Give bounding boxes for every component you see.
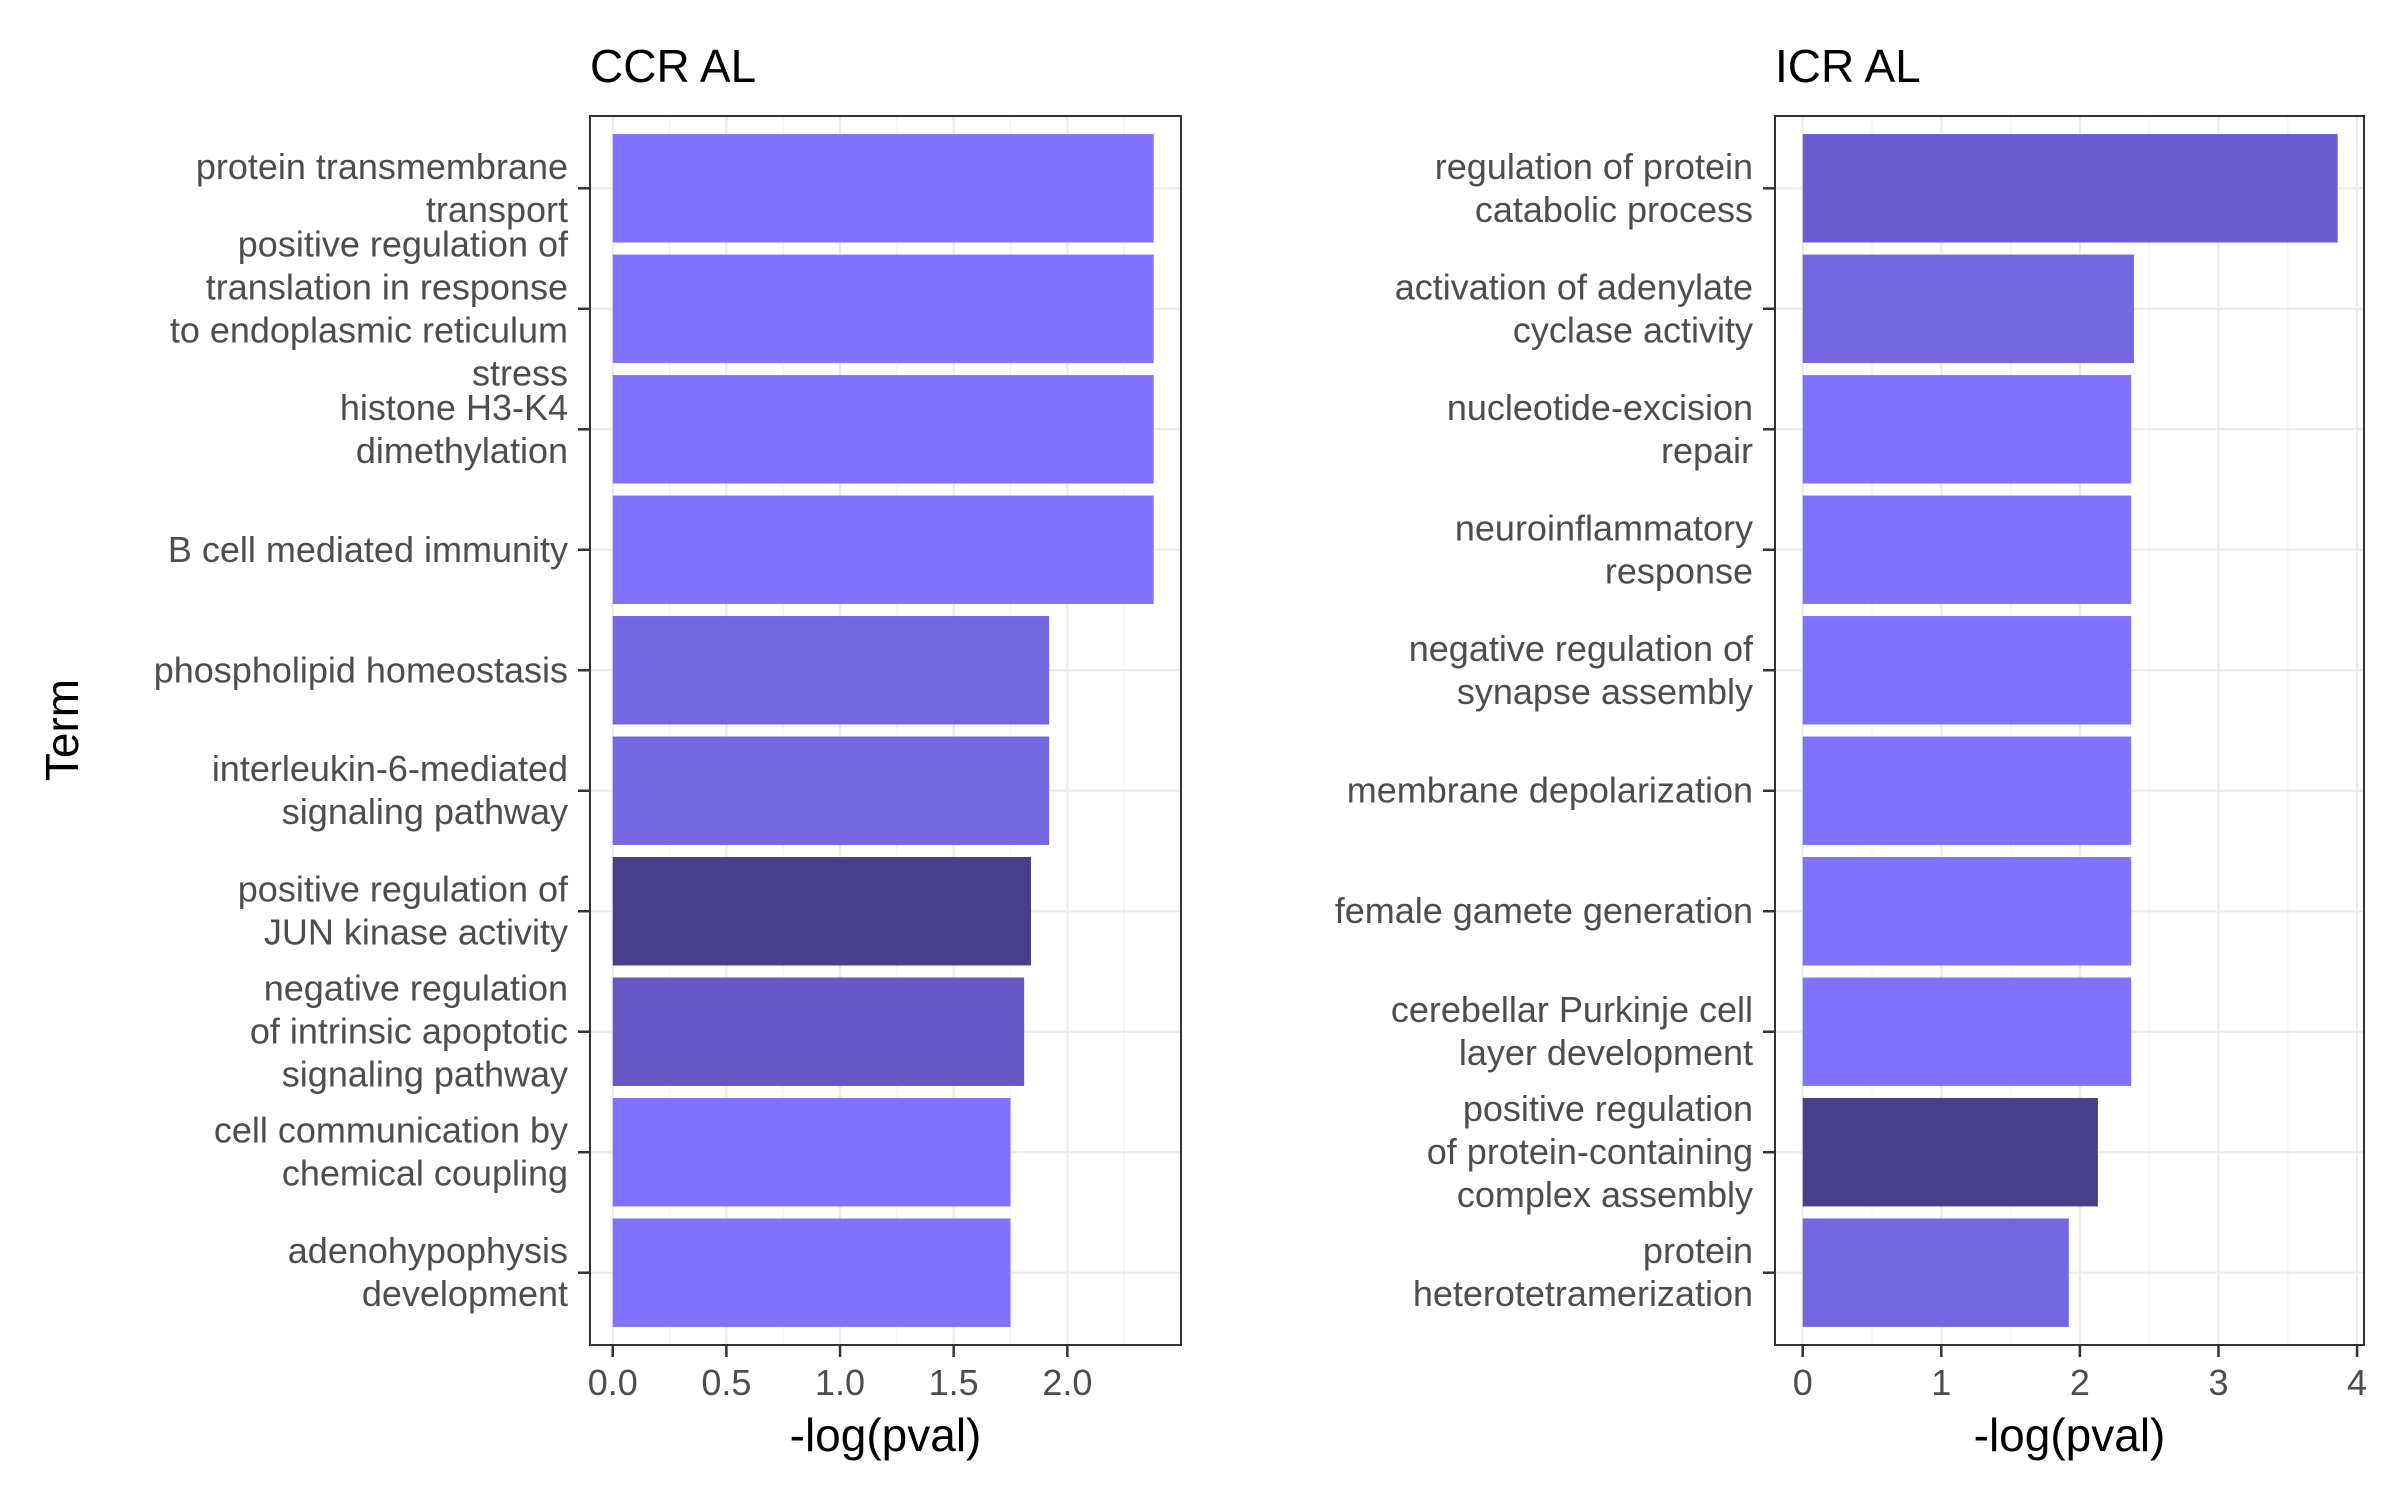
panel-2-x-tick-label: 2 (2070, 1362, 2090, 1403)
panel-2-term-label-line: cyclase activity (1513, 309, 1753, 350)
panel-1-term-label-line: positive regulation of (238, 223, 569, 264)
panel-2-bar (1802, 1218, 2069, 1327)
panel-1-bar (612, 495, 1154, 604)
panel-2-bar (1802, 857, 2132, 966)
panel-1-x-tick-label: 0.0 (588, 1362, 638, 1403)
panel-2-bar (1802, 977, 2132, 1086)
panel-1-bar (612, 616, 1050, 725)
panel-2-term-label-line: repair (1661, 430, 1753, 471)
panel-2-term-label-line: of protein-containing (1427, 1131, 1753, 1172)
panel-2-term-label-line: heterotetramerization (1413, 1273, 1753, 1314)
panel-2-term-label-line: complex assembly (1457, 1174, 1753, 1215)
panel-1-term-label-line: chemical coupling (282, 1153, 568, 1194)
panel-1-bar (612, 857, 1031, 966)
panel-2-term-label: nucleotide-excision repair (1447, 387, 1753, 471)
panel-2-term-label-line: positive regulation (1463, 1088, 1753, 1129)
panel-1-term-label-line: of intrinsic apoptotic (250, 1011, 568, 1052)
panel-1-title: CCR AL (590, 40, 756, 92)
panel-1-x-tick-label: 0.5 (701, 1362, 751, 1403)
panel-2-term-label: positive regulation of protein-containing… (1427, 1088, 1753, 1215)
panel-2-bar (1802, 1097, 2098, 1207)
panel-2-border (1774, 115, 2365, 1346)
panel-2-bar (1802, 134, 2338, 243)
panel-2-term-label: negative regulation of synapse assembly (1409, 628, 1754, 712)
panel-2-term-label-line: activation of adenylate (1395, 266, 1753, 307)
panel-1-x-tick-label: 2.0 (1042, 1362, 1092, 1403)
panel-2-term-label: neuroinflammatory response (1455, 507, 1753, 591)
panel-1-term-label: histone H3-K4 dimethylation (340, 387, 568, 471)
panel-1-x-tick-label: 1.5 (929, 1362, 979, 1403)
panel-1-bar (612, 1218, 1011, 1327)
panel-2-bar (1802, 375, 2132, 484)
panel-2-term-label-line: synapse assembly (1457, 671, 1753, 712)
panel-2-bar (1802, 495, 2132, 604)
panel-2-x-tick-label: 1 (1931, 1362, 1951, 1403)
panel-1-bar (612, 375, 1154, 484)
panel-1-bar (612, 977, 1025, 1086)
panel-1-term-label: negative regulation of intrinsic apoptoti… (250, 968, 568, 1095)
y-axis-title: Term (36, 679, 88, 781)
panel-1-term-label: protein transmembrane transport (196, 146, 568, 230)
panel-2-term-label-line: female gamete generation (1335, 890, 1753, 931)
panel-1-term-label-line: transport (426, 189, 568, 230)
panel-1-term-label: cell communication by chemical coupling (214, 1110, 568, 1194)
panel-1-term-label: B cell mediated immunity (168, 529, 568, 570)
panel-2-term-label-line: response (1605, 550, 1753, 591)
panel-2-x-tick-label: 4 (2347, 1362, 2367, 1403)
panel-1-term-label: phospholipid homeostasis (154, 649, 568, 690)
panel-2-bar (1802, 616, 2132, 725)
panel-1-term-label-line: adenohypophysis (288, 1230, 568, 1271)
panel-2-term-label-line: catabolic process (1475, 189, 1753, 230)
panel-1-term-label-line: development (362, 1273, 568, 1314)
panel-2-bar (1802, 254, 2134, 364)
panel-1-term-label-line: positive regulation of (238, 869, 569, 910)
panel-1-border (589, 115, 1182, 1346)
panel-2-term-label-line: membrane depolarization (1347, 770, 1753, 811)
panel-2-term-label-line: neuroinflammatory (1455, 507, 1753, 548)
panel-2-x-tick-label: 0 (1793, 1362, 1813, 1403)
panel-1-term-label-line: interleukin-6-mediated (212, 748, 568, 789)
panel-1-bar (612, 1097, 1011, 1207)
panel-2-term-label: protein heterotetramerization (1413, 1230, 1753, 1314)
panel-2-term-label-line: nucleotide-excision (1447, 387, 1753, 428)
panel-1-term-label: adenohypophysis development (288, 1230, 568, 1314)
panel-1-term-label-line: signaling pathway (282, 1054, 568, 1095)
panel-2-term-label-line: cerebellar Purkinje cell (1391, 989, 1753, 1030)
panel-2-term-label-line: regulation of protein (1435, 146, 1753, 187)
panel-1-term-label-line: histone H3-K4 (340, 387, 568, 428)
panel-1-x-axis-title: -log(pval) (790, 1409, 982, 1461)
panel-2-term-label: membrane depolarization (1347, 770, 1753, 811)
panel-1-term-label-line: to endoplasmic reticulum (170, 309, 568, 350)
panel-1-term-label-line: cell communication by (214, 1110, 568, 1151)
panel-1-term-label-line: protein transmembrane (196, 146, 568, 187)
panel-1-term-label-line: JUN kinase activity (264, 912, 568, 953)
panel-1-term-label: positive regulation of JUN kinase activit… (238, 869, 569, 953)
panel-2-term-label-line: negative regulation of (1409, 628, 1754, 669)
panel-1-term-label-line: negative regulation (264, 968, 568, 1009)
panel-1-term-label-line: signaling pathway (282, 791, 568, 832)
panel-2-x-axis-title: -log(pval) (1974, 1409, 2166, 1461)
panel-1-term-label-line: translation in response (206, 266, 568, 307)
panel-2-term-label: regulation of protein catabolic process (1435, 146, 1753, 230)
panel-1-bar (612, 134, 1154, 243)
panel-1-bar (612, 254, 1154, 364)
panel-1-term-label: positive regulation of translation in res… (170, 223, 569, 393)
panel-2-term-label-line: protein (1643, 1230, 1753, 1271)
panel-1-bar (612, 736, 1050, 845)
panel-2-x-tick-label: 3 (2208, 1362, 2228, 1403)
panel-1-term-label-line: phospholipid homeostasis (154, 649, 568, 690)
panel-2-term-label: cerebellar Purkinje cell layer developmen… (1391, 989, 1753, 1073)
panel-2-title: ICR AL (1775, 40, 1921, 92)
panel-1-term-label: interleukin-6-mediated signaling pathway (212, 748, 568, 832)
panel-1-x-tick-label: 1.0 (815, 1362, 865, 1403)
panel-2-term-label: activation of adenylate cyclase activity (1395, 266, 1753, 350)
panel-1-term-label-line: stress (472, 352, 568, 393)
panel-2-bar (1802, 736, 2132, 845)
panel-1-term-label-line: dimethylation (356, 430, 568, 471)
panel-1-term-label-line: B cell mediated immunity (168, 529, 568, 570)
panel-2-term-label-line: layer development (1459, 1032, 1753, 1073)
panel-2-term-label: female gamete generation (1335, 890, 1753, 931)
